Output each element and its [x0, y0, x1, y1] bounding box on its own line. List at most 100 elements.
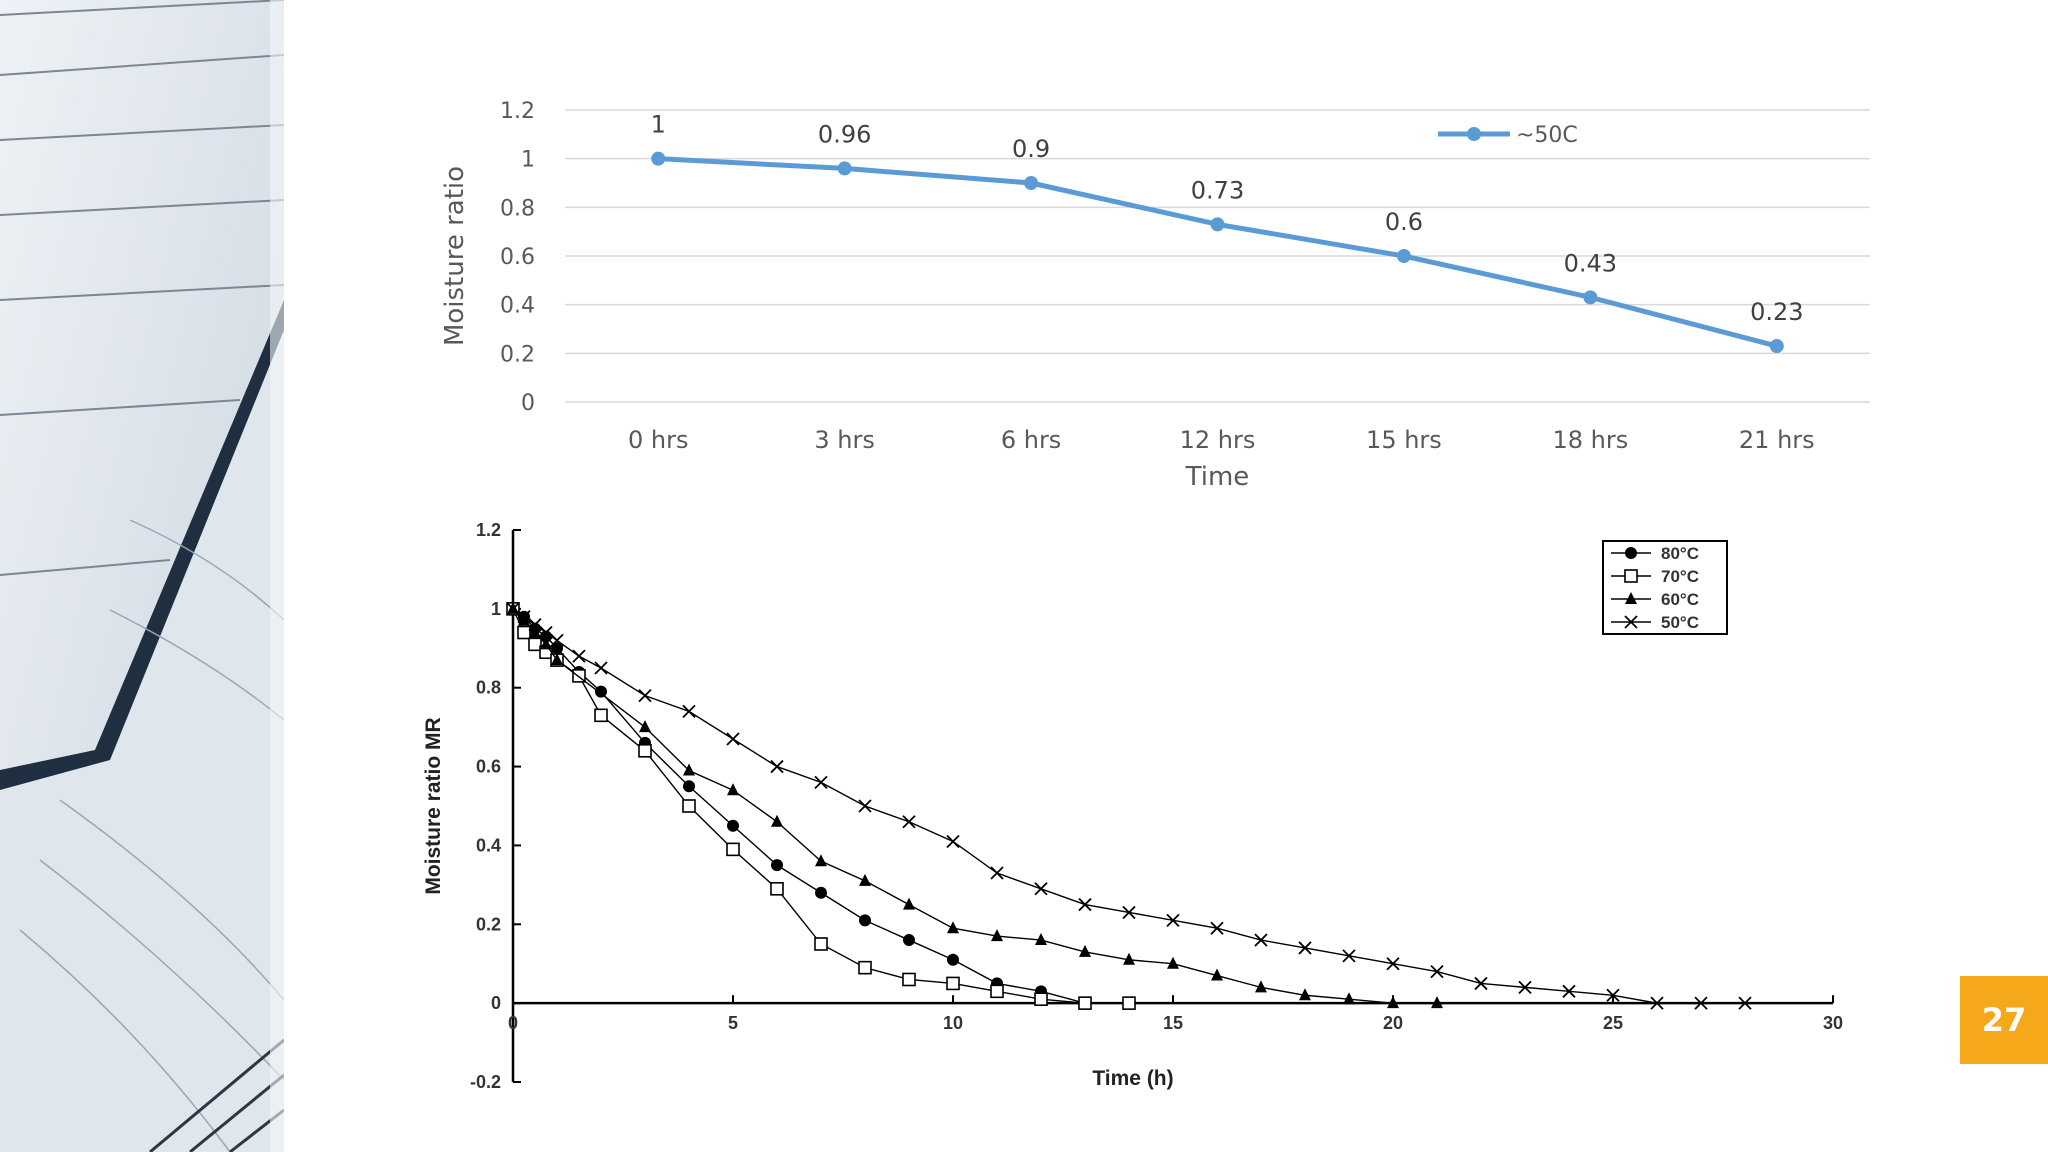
y-tick-label: 0 — [491, 993, 501, 1013]
data-point — [1024, 176, 1039, 190]
legend-swatch-marker — [1467, 127, 1481, 141]
y-tick-label: 0.6 — [476, 757, 501, 777]
series-line — [512, 608, 1437, 1004]
data-point — [1343, 992, 1355, 1005]
legend-label: 50°C — [1661, 613, 1699, 632]
y-tick-label: 0.4 — [500, 294, 535, 319]
y-tick-label: 0.8 — [500, 196, 535, 221]
data-point — [551, 642, 563, 655]
data-point — [903, 897, 915, 910]
series-1 — [506, 602, 1136, 1010]
moisture-line-chart: 0 0.2 0.4 0.6 0.8 1 1.2 0 hrs 3 hrs 6 hrs 12 hrs 15… — [440, 99, 1870, 492]
page-number: 27 — [1981, 1001, 2027, 1039]
data-point — [727, 783, 739, 796]
data-point — [858, 960, 872, 975]
data-point — [1079, 944, 1091, 957]
x-tick-label: 3 hrs — [814, 426, 874, 454]
data-point — [1474, 976, 1488, 991]
data-point — [638, 744, 652, 758]
data-point — [1078, 996, 1092, 1010]
data-point — [540, 630, 552, 643]
data-point — [638, 688, 652, 703]
data-point — [1167, 956, 1179, 969]
x-tick-label: 15 hrs — [1366, 426, 1442, 454]
data-point — [517, 610, 531, 624]
legend-marker — [1625, 592, 1637, 604]
y-tick-label: 1.2 — [500, 99, 535, 124]
x-tick-label: 10 — [943, 1013, 963, 1033]
data-point — [1122, 905, 1136, 920]
y-tick-label: 1 — [521, 148, 535, 173]
legend-marker — [1624, 569, 1638, 583]
data-label: 0.6 — [1385, 208, 1423, 236]
data-point — [528, 617, 542, 632]
data-label: 0.23 — [1750, 298, 1803, 326]
data-point — [1431, 996, 1443, 1009]
data-point — [726, 842, 740, 857]
data-point — [1166, 913, 1180, 927]
data-label: 0.96 — [818, 120, 871, 148]
data-point — [837, 161, 852, 176]
x-tick-label: 0 — [508, 1013, 518, 1033]
y-tick-label: -0.2 — [470, 1072, 501, 1092]
data-point — [771, 859, 783, 872]
data-point — [727, 819, 739, 832]
data-point — [1210, 217, 1225, 232]
data-point — [770, 881, 784, 896]
data-point — [1035, 933, 1047, 946]
legend-label: ~50C — [1516, 123, 1578, 148]
data-point — [551, 653, 563, 666]
data-point — [859, 914, 871, 927]
series-2 — [507, 601, 1443, 1009]
data-point — [815, 886, 827, 899]
data-point — [1034, 992, 1048, 1007]
data-point — [1122, 996, 1136, 1010]
data-point — [858, 799, 872, 813]
x-tick-label: 12 hrs — [1180, 426, 1256, 454]
data-point — [506, 602, 520, 616]
data-point — [815, 854, 827, 867]
series-line — [512, 608, 1086, 1004]
data-point — [947, 953, 959, 966]
data-point — [1583, 290, 1598, 305]
y-tick-label: 1.2 — [476, 520, 501, 540]
data-point — [594, 661, 608, 675]
data-point — [517, 625, 531, 640]
legend-label: 80°C — [1661, 544, 1699, 563]
data-point — [1034, 882, 1048, 896]
data-label: 0.9 — [1012, 135, 1050, 163]
data-point — [1254, 933, 1268, 947]
data-point — [946, 976, 960, 991]
y-axis-label: Moisture ratio — [440, 166, 470, 346]
data-point — [814, 937, 828, 951]
y-tick-label: 0.4 — [476, 835, 501, 855]
data-point — [1562, 984, 1576, 998]
x-tick-label: 21 hrs — [1739, 426, 1815, 454]
data-point — [946, 834, 960, 849]
data-point — [859, 873, 871, 886]
y-tick-label: 0.8 — [476, 678, 501, 698]
data-point — [683, 780, 695, 793]
data-point — [1078, 897, 1092, 912]
data-point — [903, 934, 915, 947]
legend-box — [1602, 540, 1728, 635]
legend-label: 70°C — [1661, 567, 1699, 586]
legend-label: 60°C — [1661, 590, 1699, 609]
data-point — [529, 625, 541, 638]
drying-curves-chart: -0.2 0 0.2 0.4 0.6 0.8 1 1.2 0 5 10 15 20 25 30 Time (h… — [422, 520, 1843, 1092]
y-tick-label: 0.2 — [476, 914, 501, 934]
x-axis-label: Time (h) — [1092, 1067, 1173, 1090]
data-label: 0.73 — [1191, 176, 1244, 204]
data-point — [550, 633, 564, 648]
data-label: 0.43 — [1564, 249, 1617, 277]
data-point — [902, 815, 916, 829]
data-point — [682, 799, 696, 813]
legend-marker — [1625, 547, 1637, 559]
data-point — [1694, 996, 1708, 1010]
data-point — [683, 763, 695, 776]
y-tick-label: 0.2 — [500, 342, 535, 367]
architecture-photo — [0, 0, 284, 1152]
x-tick-label: 30 — [1823, 1013, 1843, 1033]
data-point — [1255, 980, 1267, 993]
data-point — [1299, 988, 1311, 1001]
